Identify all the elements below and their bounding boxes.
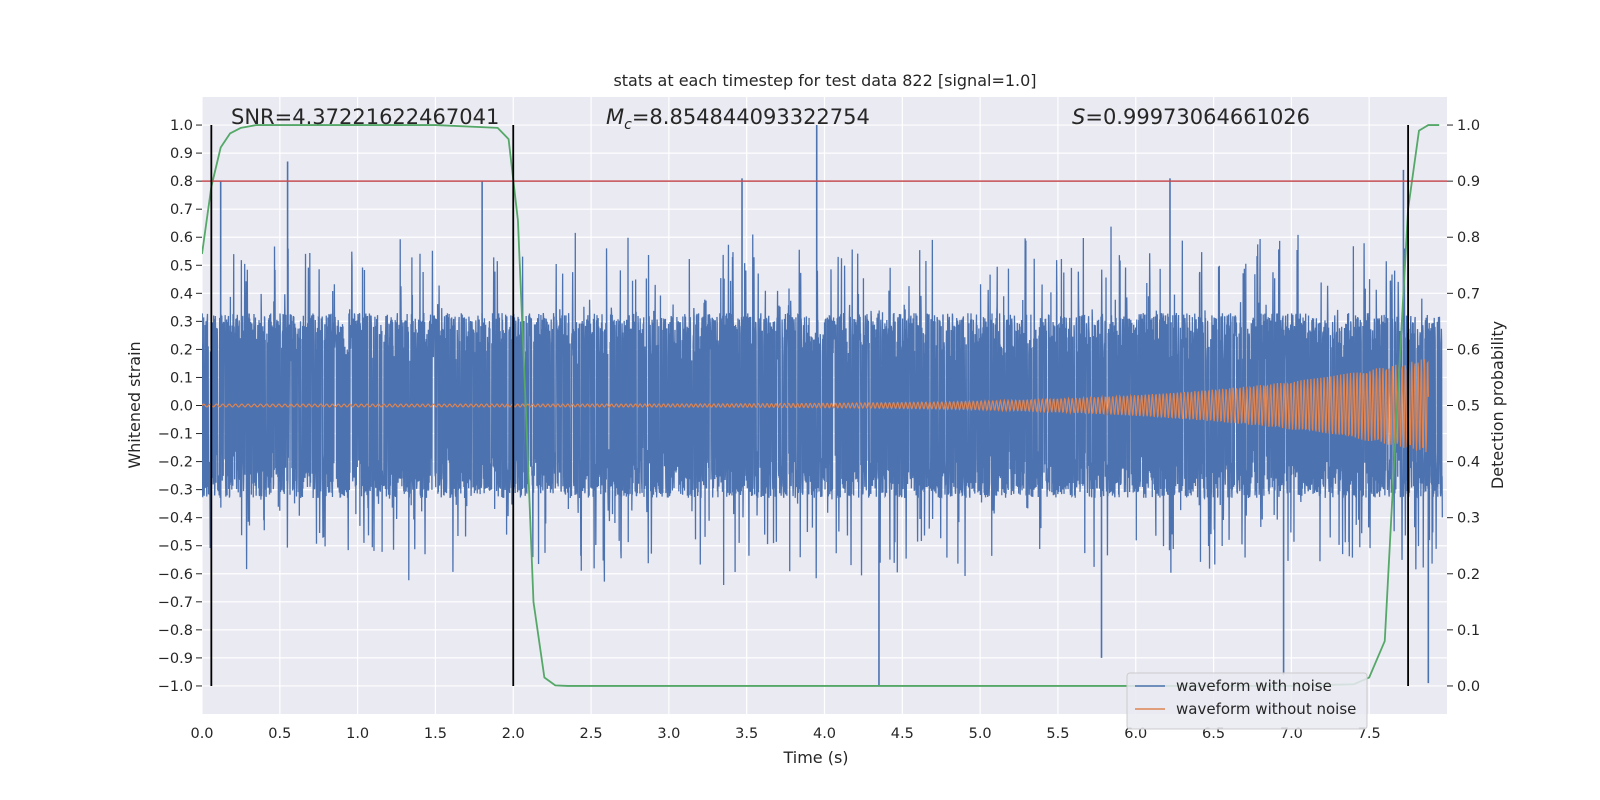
x-tick-label: 5.0 [969, 726, 992, 742]
y-right-tick-label: 0.2 [1457, 567, 1480, 583]
y-tick-label: 0.8 [170, 174, 193, 190]
y-tick-label: −0.1 [158, 427, 193, 443]
y-tick-label: 0.6 [170, 230, 193, 246]
y-tick-label: 0.3 [170, 314, 193, 330]
series-layer [202, 124, 1447, 687]
y-right-tick-label: 0.1 [1457, 623, 1480, 639]
y-right-tick-label: 0.9 [1457, 174, 1480, 190]
chart-title: stats at each timestep for test data 822… [613, 71, 1036, 90]
y-tick-label: 0.7 [170, 202, 193, 218]
x-tick-label: 6.5 [1202, 726, 1225, 742]
y-right-tick-label: 0.0 [1457, 679, 1480, 695]
x-tick-label: 3.5 [735, 726, 758, 742]
series-waveform-without-noise [202, 359, 1429, 453]
x-tick-label: 3.0 [657, 726, 680, 742]
y-tick-label: 1.0 [170, 118, 193, 134]
y-right-tick-label: 0.4 [1457, 455, 1480, 471]
x-axis: 0.0 0.5 1.0 1.5 2.0 2.5 3.0 3.5 4.0 4.5 5.0 5.5 6.0 6… [190, 726, 1380, 742]
x-tick-label: 7.0 [1280, 726, 1303, 742]
x-tick-label: 4.0 [813, 726, 836, 742]
y-tick-label: −0.9 [158, 651, 193, 667]
x-tick-label: 0.5 [268, 726, 291, 742]
y-right-tick-label: 0.5 [1457, 399, 1480, 415]
x-tick-label: 1.5 [424, 726, 447, 742]
y-tick-label: 0.0 [170, 399, 193, 415]
series-waveform-with-noise [202, 226, 1443, 585]
y-tick-label: −0.2 [158, 455, 193, 471]
legend-label-clean: waveform without noise [1176, 700, 1356, 718]
y-tick-label: −0.3 [158, 483, 193, 499]
x-tick-label: 5.5 [1046, 726, 1069, 742]
y-tick-label: −0.6 [158, 567, 193, 583]
y-tick-label: 0.9 [170, 146, 193, 162]
series-detection-probability [202, 124, 1440, 687]
s-annotation: S=0.99973064661026 [1072, 105, 1310, 129]
legend: waveform with noise waveform without noi… [1126, 672, 1368, 730]
y-right-tick-label: 1.0 [1457, 118, 1480, 134]
legend-label-noise: waveform with noise [1176, 677, 1332, 695]
y-tick-label: −0.4 [158, 511, 193, 527]
y-axis-right: 1.0 0.9 0.8 0.7 0.6 0.5 0.4 0.3 0.2 0.1 0.0 [1447, 118, 1480, 695]
y-tick-label: −0.8 [158, 623, 193, 639]
y-right-tick-label: 0.8 [1457, 230, 1480, 246]
y-tick-label: −1.0 [158, 679, 193, 695]
y-right-tick-label: 0.7 [1457, 286, 1480, 302]
y-right-tick-label: 0.6 [1457, 342, 1480, 358]
y-tick-label: −0.7 [158, 595, 193, 611]
y-axis-label-right: Detection probability [1488, 321, 1507, 489]
y-tick-label: 0.2 [170, 342, 193, 358]
y-axis-left: 1.0 0.9 0.8 0.7 0.6 0.5 0.4 0.3 0.2 0.1 0.0 −0.1 −0.… [158, 118, 202, 695]
x-tick-label: 1.0 [346, 726, 369, 742]
x-tick-label: 2.0 [502, 726, 525, 742]
y-tick-label: −0.5 [158, 539, 193, 555]
snr-annotation: SNR=4.37221622467041 [231, 105, 499, 129]
x-axis-label: Time (s) [782, 748, 848, 767]
x-tick-label: 2.5 [580, 726, 603, 742]
y-axis-label: Whitened strain [125, 341, 144, 468]
y-tick-label: 0.1 [170, 370, 193, 386]
x-tick-label: 0.0 [190, 726, 213, 742]
y-tick-label: 0.4 [170, 286, 193, 302]
y-right-tick-label: 0.3 [1457, 511, 1480, 527]
chirp-mass-annotation: Mc=8.854844093322754 [606, 105, 870, 133]
x-tick-label: 7.5 [1358, 726, 1381, 742]
y-tick-label: 0.5 [170, 258, 193, 274]
x-tick-label: 6.0 [1124, 726, 1147, 742]
x-tick-label: 4.5 [891, 726, 914, 742]
